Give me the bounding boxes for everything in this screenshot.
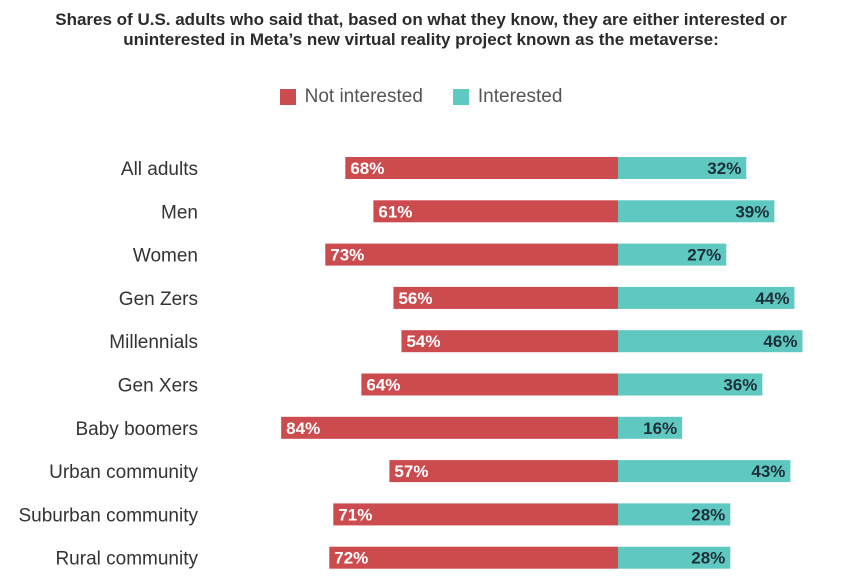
- bar-interested-gen-xers: [618, 373, 763, 396]
- value-label-not-interested-men: 61%: [378, 202, 412, 221]
- value-label-interested-suburban-community: 28%: [691, 505, 725, 524]
- bar-not-interested-gen-xers: [361, 373, 618, 396]
- bar-interested-gen-zers: [618, 286, 795, 309]
- chart-legend: Not interested Interested: [0, 86, 842, 108]
- category-label-women: Women: [133, 246, 198, 267]
- bar-not-interested-baby-boomers: [281, 416, 618, 439]
- bar-not-interested-women: [325, 243, 618, 266]
- value-label-not-interested-rural-community: 72%: [334, 549, 368, 568]
- value-label-interested-gen-zers: 44%: [755, 289, 789, 308]
- category-label-urban-community: Urban community: [49, 462, 198, 483]
- chart-title: Shares of U.S. adults who said that, bas…: [0, 10, 842, 50]
- bar-not-interested-rural-community: [329, 546, 618, 569]
- bar-interested-millennials: [618, 330, 803, 353]
- chart-title-line-2: uninterested in Meta’s new virtual reali…: [123, 30, 719, 49]
- value-label-not-interested-baby-boomers: 84%: [286, 419, 320, 438]
- value-label-interested-rural-community: 28%: [691, 549, 725, 568]
- bar-interested-all-adults: [618, 157, 747, 179]
- bar-interested-baby-boomers: [618, 416, 683, 439]
- bar-interested-men: [618, 200, 775, 223]
- bar-interested-rural-community: [618, 546, 731, 569]
- value-label-not-interested-gen-zers: 56%: [398, 289, 432, 308]
- value-label-interested-millennials: 46%: [763, 332, 797, 351]
- category-label-millennials: Millennials: [109, 332, 198, 353]
- value-label-interested-women: 27%: [687, 246, 721, 265]
- value-label-not-interested-all-adults: 68%: [350, 159, 384, 178]
- bar-interested-suburban-community: [618, 503, 731, 526]
- value-label-interested-urban-community: 43%: [751, 462, 785, 481]
- category-label-all-adults: All adults: [121, 159, 198, 180]
- category-label-gen-zers: Gen Zers: [119, 289, 198, 310]
- value-label-not-interested-women: 73%: [330, 246, 364, 265]
- chart-title-line-1: Shares of U.S. adults who said that, bas…: [55, 10, 787, 29]
- legend-swatch-not-interested: [279, 89, 296, 105]
- bar-interested-urban-community: [618, 460, 791, 483]
- bar-not-interested-millennials: [401, 330, 618, 353]
- category-label-suburban-community: Suburban community: [18, 505, 198, 526]
- legend-label-interested: Interested: [477, 86, 563, 107]
- value-label-interested-all-adults: 32%: [707, 159, 741, 178]
- bar-not-interested-suburban-community: [333, 503, 618, 526]
- bar-not-interested-urban-community: [389, 460, 618, 483]
- category-label-gen-xers: Gen Xers: [118, 376, 198, 397]
- value-label-not-interested-suburban-community: 71%: [338, 505, 372, 524]
- bar-not-interested-men: [373, 200, 618, 223]
- legend-label-not-interested: Not interested: [304, 86, 423, 107]
- value-label-not-interested-gen-xers: 64%: [366, 376, 400, 395]
- legend-item-not-interested: Not interested: [279, 86, 423, 108]
- category-label-men: Men: [161, 202, 198, 223]
- legend-swatch-interested: [452, 89, 469, 105]
- value-label-interested-gen-xers: 36%: [723, 376, 757, 395]
- bar-not-interested-all-adults: [345, 157, 618, 179]
- value-label-interested-baby-boomers: 16%: [643, 419, 677, 438]
- value-label-not-interested-millennials: 54%: [406, 332, 440, 351]
- value-label-not-interested-urban-community: 57%: [394, 462, 428, 481]
- category-label-rural-community: Rural community: [55, 549, 198, 570]
- legend-item-interested: Interested: [452, 86, 563, 108]
- value-label-interested-men: 39%: [735, 202, 769, 221]
- bar-interested-women: [618, 243, 727, 266]
- bar-not-interested-gen-zers: [393, 286, 618, 309]
- category-label-baby-boomers: Baby boomers: [75, 419, 198, 440]
